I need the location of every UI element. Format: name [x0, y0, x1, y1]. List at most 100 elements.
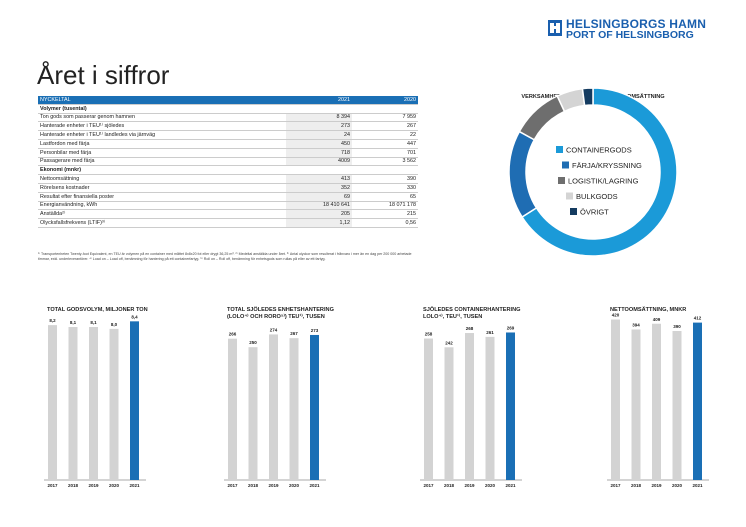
- bar: [631, 329, 641, 480]
- bar: [611, 319, 620, 480]
- table-cell: 1,12: [286, 218, 352, 228]
- value-label: 8,1: [70, 320, 77, 325]
- x-tick-label: 2019: [651, 483, 662, 488]
- value-label: 268: [466, 326, 474, 331]
- value-label: 412: [694, 316, 702, 321]
- legend-label: BULKGODS: [576, 192, 618, 201]
- bar: [310, 334, 319, 480]
- x-tick-label: 2017: [227, 483, 238, 488]
- table-header-cell: 2021: [286, 96, 352, 105]
- bar-charts: 8,2 2017 8,1 2018 8,1 2019 8,0 2020 8,4 2021 266 20…: [44, 313, 709, 488]
- x-tick-label: 2019: [88, 483, 99, 488]
- value-label: 266: [229, 332, 237, 337]
- bar: [68, 327, 78, 480]
- table-cell: 450: [286, 139, 352, 149]
- bar: [485, 336, 495, 480]
- donut-chart: VERKSAMHETSOMRÅDEN I ANDEL AV OMSÄTTNING…: [508, 88, 678, 257]
- legend-swatch: [562, 161, 569, 169]
- x-tick-label: 2017: [47, 483, 58, 488]
- bar: [506, 332, 515, 480]
- table-cell: 330: [352, 183, 418, 193]
- bar: [248, 347, 258, 480]
- x-tick-label: 2018: [68, 483, 79, 488]
- value-label: 409: [653, 317, 661, 322]
- bar: [693, 322, 702, 480]
- bar: [48, 325, 57, 480]
- x-tick-label: 2018: [631, 483, 642, 488]
- bar: [269, 334, 278, 480]
- table-cell: Resultat efter finansiella poster: [38, 192, 286, 202]
- x-tick-label: 2021: [505, 483, 516, 488]
- x-tick-label: 2019: [268, 483, 279, 488]
- table-cell: 390: [352, 174, 418, 184]
- table-cell: 413: [286, 174, 352, 184]
- table-row: Hanterade enheter i TEU¹⁾ landledes via …: [38, 130, 418, 140]
- table-section-row: Ekonomi (mnkr): [38, 165, 418, 176]
- table-row: Energianvändning, kWh 18 410 641 18 071 17…: [38, 201, 418, 211]
- value-label: 394: [632, 322, 640, 327]
- table-cell: Personbilar med färja: [38, 148, 286, 158]
- value-label: 273: [311, 328, 319, 333]
- bar-chart-title: TOTAL GODSVOLYM, MILJONER TON: [47, 307, 148, 313]
- x-tick-label: 2017: [610, 483, 621, 488]
- donut-segment: [518, 94, 566, 141]
- table-cell: Anställda²⁾: [38, 209, 286, 220]
- bar: [652, 323, 661, 480]
- table-cell: 18 071 178: [352, 201, 418, 211]
- value-label: 420: [612, 313, 620, 318]
- table-cell: Nettoomsättning: [38, 174, 286, 184]
- legend-swatch: [570, 208, 577, 215]
- x-tick-label: 2020: [289, 483, 300, 488]
- table-section-cell: Ekonomi (mnkr): [38, 165, 418, 176]
- table-row: Resultat efter finansiella poster 69 65: [38, 192, 418, 202]
- logo-icon: [548, 20, 562, 36]
- bar-chart-title: NETTOOMSÄTTNING, MNKR: [610, 307, 687, 313]
- value-label: 267: [290, 331, 298, 336]
- value-label: 8,2: [49, 318, 56, 323]
- donut-segment: [581, 88, 594, 107]
- table-cell: 352: [286, 183, 352, 193]
- bar: [444, 347, 454, 480]
- table-row: Rörelsens kostnader 352 330: [38, 183, 418, 193]
- x-tick-label: 2019: [464, 483, 475, 488]
- table-row: Lastfordon med färja 450 447: [38, 139, 418, 149]
- table-cell: 273: [286, 121, 352, 132]
- logo: HELSINGBORGS HAMN PORT OF HELSINGBORG: [566, 17, 707, 41]
- table-header-cell: NYCKELTAL: [38, 96, 286, 105]
- value-label: 8,1: [90, 320, 97, 325]
- x-tick-label: 2018: [248, 483, 259, 488]
- x-tick-label: 2020: [672, 483, 683, 488]
- table-cell: 8 394: [286, 113, 352, 123]
- footnote: ¹⁾ Transportenheten Twenty-foot Equivale…: [38, 252, 412, 261]
- table-cell: 215: [352, 209, 418, 220]
- bar-chart-title: TOTAL SJÖLEDES ENHETSHANTERING (LOLO⁴⁾ O…: [227, 307, 334, 320]
- table-cell: 24: [286, 130, 352, 140]
- table-cell: Hanterade enheter i TEU¹⁾ landledes via …: [38, 130, 286, 140]
- value-label: 258: [425, 332, 433, 337]
- table-row: Personbilar med färja 718 701: [38, 148, 418, 158]
- x-tick-label: 2021: [309, 483, 320, 488]
- bar-chart-title: SJÖLEDES CONTAINERHANTERING LOLO⁴⁾, TEU¹…: [423, 307, 521, 320]
- table-cell: 718: [286, 148, 352, 158]
- legend-swatch: [558, 177, 565, 184]
- legend-label: CONTAINERGODS: [566, 146, 632, 155]
- logo-line: HELSINGBORGS HAMN: [566, 17, 707, 31]
- value-label: 8,4: [131, 314, 138, 319]
- table-cell: 65: [352, 192, 418, 202]
- x-tick-label: 2021: [129, 483, 140, 488]
- table-cell: 3 562: [352, 157, 418, 167]
- donut-segment: [508, 130, 538, 219]
- table-row: Nettoomsättning 413 390: [38, 174, 418, 184]
- table-cell: 447: [352, 139, 418, 149]
- table-row: Passagerare med färja 4009 3 562: [38, 157, 418, 167]
- table-cell: Rörelsens kostnader: [38, 183, 286, 193]
- x-tick-label: 2018: [444, 483, 455, 488]
- table-header-row: NYCKELTAL 2021 2020: [38, 96, 418, 105]
- table-cell: 267: [352, 121, 418, 132]
- table-row: Hanterade enheter i TEU¹⁾ sjöledes 273 267: [38, 121, 418, 132]
- value-label: 250: [249, 340, 257, 345]
- x-tick-label: 2021: [692, 483, 703, 488]
- value-label: 8,0: [111, 322, 118, 327]
- x-tick-label: 2020: [109, 483, 120, 488]
- table-row: Anställda²⁾ 205 215: [38, 209, 418, 220]
